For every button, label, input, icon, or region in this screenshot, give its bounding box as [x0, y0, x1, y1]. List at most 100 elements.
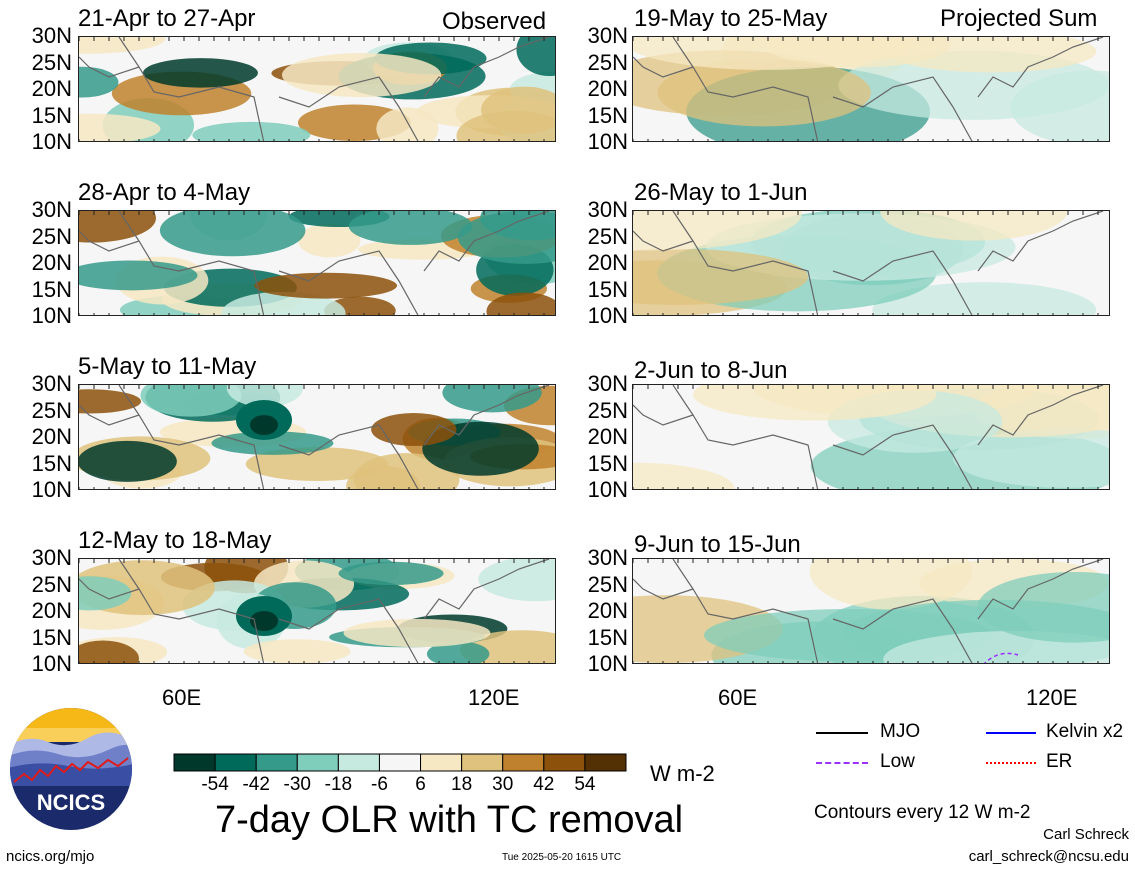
olr-map-panel-1 [78, 36, 556, 142]
lon-label-120e-right: 120E [1026, 685, 1078, 710]
lat-label-20n: 20N [31, 76, 72, 101]
lat-label-15n: 15N [31, 276, 72, 302]
panel-title-4: 26-May to 1-Jun [634, 179, 808, 206]
logo-text: NCICS [37, 790, 105, 815]
panel-title-1: 21-Apr to 27-Apr [78, 5, 256, 32]
lat-label-20n: 20N [587, 598, 628, 623]
olr-field-6 [633, 385, 1109, 489]
lat-label-15n: 15N [31, 450, 72, 476]
panel-title-2: 19-May to 25-May [634, 5, 828, 32]
colorbar-label: 42 [533, 774, 555, 795]
colorbar-swatch [502, 753, 545, 772]
colorbar-label: -30 [283, 774, 311, 795]
legend-kelvin-line [986, 732, 1036, 734]
lat-label-30n: 30N [587, 371, 628, 396]
lat-label-10n: 10N [587, 477, 628, 502]
colorbar-swatch [173, 753, 216, 772]
olr-field-3 [79, 211, 555, 315]
contour-note: Contours every 12 W m-2 [814, 802, 1031, 823]
lat-label-10n: 10N [587, 651, 628, 676]
ncics-logo: NCICS [8, 706, 134, 832]
lat-label-30n: 30N [587, 545, 628, 570]
olr-field-8 [633, 559, 1109, 663]
legend-er-line [986, 762, 1036, 764]
lat-label-20n: 20N [587, 250, 628, 275]
panel-title-8: 9-Jun to 15-Jun [634, 531, 801, 558]
lon-label-60e-left: 60E [162, 685, 202, 710]
colorbar-label: 18 [451, 774, 473, 795]
colorbar-swatch [337, 753, 380, 772]
lat-label-25n: 25N [587, 397, 628, 423]
lat-label-20n: 20N [587, 424, 628, 449]
lat-label-25n: 25N [31, 49, 72, 75]
colorbar-label: -18 [324, 774, 353, 795]
main-title: 7-day OLR with TC removal [215, 799, 684, 841]
colorbar-swatch [214, 753, 257, 772]
legend-er-label: ER [1046, 751, 1073, 772]
lat-label-10n: 10N [31, 651, 72, 676]
lat-label-15n: 15N [31, 624, 72, 650]
author-email: carl_schreck@ncsu.edu [968, 848, 1129, 865]
colorbar-label: 6 [415, 774, 426, 795]
colorbar-swatch [461, 753, 504, 772]
colorbar-label: 54 [574, 774, 596, 795]
lat-label-20n: 20N [31, 598, 72, 623]
colorbar-label: -42 [242, 774, 270, 795]
lat-label-25n: 25N [587, 49, 628, 75]
olr-map-panel-2 [632, 36, 1110, 142]
panel-title-6: 2-Jun to 8-Jun [634, 357, 788, 384]
olr-map-panel-3 [78, 210, 556, 316]
lat-label-30n: 30N [31, 545, 72, 570]
lat-label-30n: 30N [587, 23, 628, 48]
colorbar-units: W m-2 [650, 761, 715, 786]
panel-title-3: 28-Apr to 4-May [78, 179, 251, 206]
low-contour [984, 652, 1019, 663]
panel-tag-observed: Observed [442, 8, 547, 35]
colorbar [173, 753, 627, 772]
lat-label-10n: 10N [31, 129, 72, 154]
panel-tag-projected: Projected Sum [940, 5, 1098, 32]
colorbar-swatch [255, 753, 298, 772]
colorbar-swatch [378, 753, 422, 772]
lat-label-25n: 25N [31, 397, 72, 423]
lat-label-20n: 20N [31, 250, 72, 275]
lat-label-25n: 25N [31, 571, 72, 597]
lat-label-30n: 30N [31, 371, 72, 396]
colorbar-label: -6 [371, 774, 388, 795]
panel-title-5: 5-May to 11-May [78, 353, 257, 380]
olr-map-panel-5 [78, 384, 556, 490]
legend-low-label: Low [880, 751, 915, 772]
lon-label-60e-right: 60E [718, 685, 758, 710]
lat-label-20n: 20N [31, 424, 72, 449]
olr-field-5 [79, 385, 555, 489]
olr-field-1 [79, 37, 555, 141]
olr-map-panel-6 [632, 384, 1110, 490]
olr-map-panel-8 [632, 558, 1110, 664]
panel-title-7: 12-May to 18-May [78, 527, 272, 554]
colorbar-label: 30 [492, 774, 514, 795]
lat-label-10n: 10N [31, 477, 72, 502]
colorbar-swatch [543, 753, 586, 772]
site-link[interactable]: ncics.org/mjo [6, 848, 95, 865]
lat-label-30n: 30N [31, 197, 72, 222]
lat-label-10n: 10N [31, 303, 72, 328]
lat-label-25n: 25N [587, 223, 628, 249]
olr-field-7 [79, 559, 555, 663]
lat-label-15n: 15N [587, 450, 628, 476]
legend-mjo-line [816, 732, 868, 734]
lat-label-30n: 30N [31, 23, 72, 48]
colorbar-label: -54 [201, 774, 229, 795]
lat-label-15n: 15N [587, 276, 628, 302]
olr-field-2 [633, 37, 1109, 141]
timestamp: Tue 2025-05-20 1615 UTC [502, 852, 622, 863]
lat-label-25n: 25N [31, 223, 72, 249]
legend-kelvin-label: Kelvin x2 [1046, 721, 1124, 742]
lat-label-20n: 20N [587, 76, 628, 101]
olr-field-4 [633, 211, 1109, 315]
author: Carl Schreck [1043, 826, 1129, 843]
lat-label-10n: 10N [587, 129, 628, 154]
olr-map-panel-7 [78, 558, 556, 664]
colorbar-swatch [584, 753, 627, 772]
lat-label-10n: 10N [587, 303, 628, 328]
lat-label-15n: 15N [587, 102, 628, 128]
